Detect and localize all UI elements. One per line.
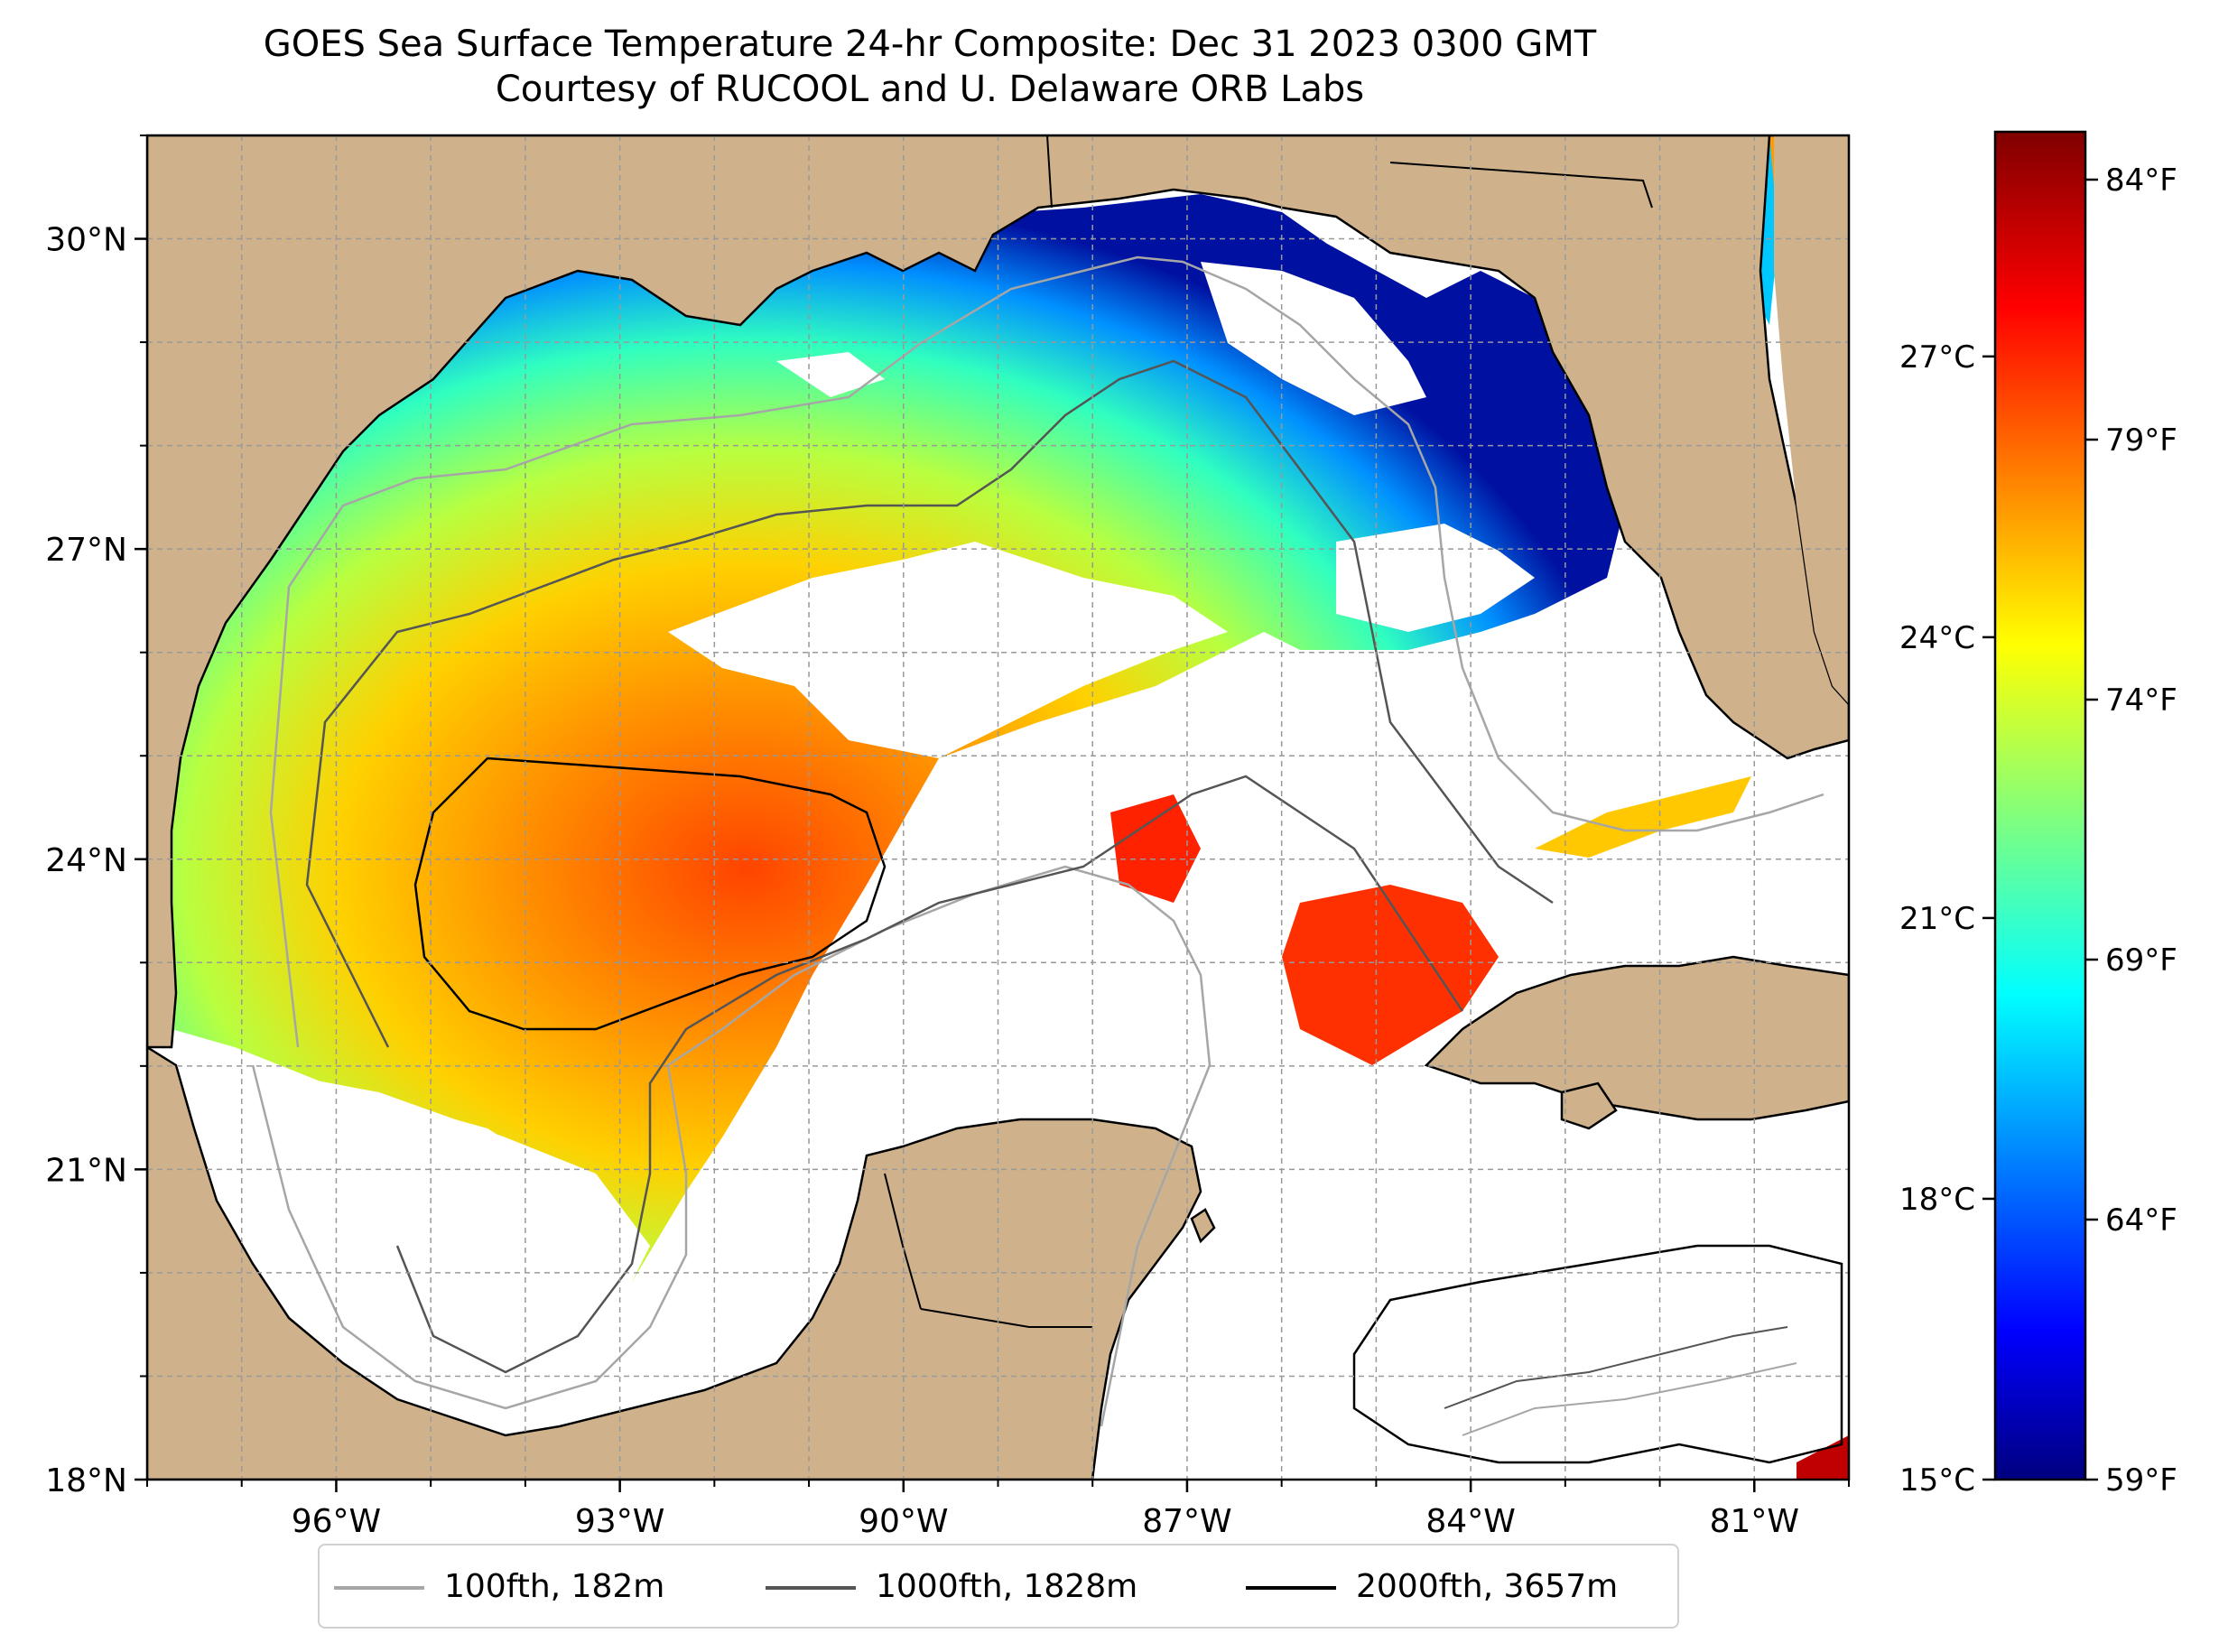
colorbar-fahrenheit-label: 59°F — [2105, 1462, 2177, 1499]
map-subtitle: Courtesy of RUCOOL and U. Delaware ORB L… — [495, 69, 1365, 110]
legend-item-100fth: 100fth, 182m — [334, 1569, 664, 1605]
cozumel — [1190, 1208, 1216, 1244]
cloud-gap — [776, 352, 885, 397]
colorbar-celsius-label: 27°C — [1899, 339, 1975, 376]
lon-tick-label: 93°W — [575, 1503, 664, 1540]
legend-item-1000fth: 1000fth, 1828m — [766, 1569, 1137, 1605]
lon-tick-label: 90°W — [859, 1503, 948, 1540]
bathymetry-contours — [251, 255, 1843, 1464]
lon-tick-label: 87°W — [1142, 1503, 1231, 1540]
legend-swatch — [766, 1586, 856, 1590]
sst-field — [1282, 885, 1499, 1065]
contour-1000fth — [1444, 1326, 1788, 1409]
lat-tick-label: 30°N — [45, 222, 127, 259]
lon-tick-label: 81°W — [1710, 1503, 1799, 1540]
us-gulf-coast — [147, 135, 1849, 1049]
cloud-gap — [235, 1065, 650, 1408]
legend-label: 100fth, 182m — [444, 1568, 665, 1605]
colorbar-celsius-label: 18°C — [1899, 1182, 1975, 1218]
borders — [884, 135, 1653, 1328]
contour-100fth — [269, 255, 1824, 1048]
colorbar-fahrenheit-ticks: 59°F 64°F 69°F 74°F 79°F 84°F — [2085, 162, 2177, 1499]
cloud-gap — [1282, 704, 1444, 785]
lat-tick-label: 27°N — [45, 532, 127, 569]
colorbar-celsius-ticks: 15°C 18°C 21°C 24°C 27°C — [1899, 339, 1995, 1499]
country-border — [920, 1308, 1092, 1328]
colorbar — [1993, 130, 2087, 1481]
map-title: GOES Sea Surface Temperature 24-hr Compo… — [263, 23, 1597, 65]
colorbar-celsius-label: 24°C — [1899, 620, 1975, 656]
lon-tick-label: 84°W — [1425, 1503, 1515, 1540]
legend-label: 1000fth, 1828m — [876, 1568, 1138, 1605]
cloud-gap — [668, 542, 1228, 758]
colorbar-fahrenheit-label: 64°F — [2105, 1202, 2177, 1239]
florida-peninsula — [1774, 135, 1849, 704]
latitude-axis: 18°N 21°N 24°N 27°N 30°N — [45, 135, 147, 1499]
lat-tick-label: 18°N — [45, 1462, 127, 1499]
sst-field — [1535, 776, 1751, 858]
colorbar-celsius-label: 15°C — [1899, 1462, 1975, 1499]
sst-field — [1110, 794, 1201, 903]
contour-100fth — [1462, 1362, 1797, 1436]
legend-swatch — [334, 1586, 424, 1590]
contour-2000fth — [413, 756, 887, 1031]
colorbar-celsius-label: 21°C — [1899, 901, 1975, 937]
lon-tick-label: 96°W — [292, 1503, 381, 1540]
legend-item-2000fth: 2000fth, 3657m — [1246, 1569, 1618, 1605]
longitude-axis: 96°W 93°W 90°W 87°W 84°W 81°W — [146, 1480, 1850, 1540]
mexico-gulf-coast — [147, 1045, 1202, 1480]
contour-2000fth — [1352, 1244, 1843, 1464]
lat-tick-label: 24°N — [45, 842, 127, 879]
cloud-gap — [1336, 524, 1535, 632]
legend-label: 2000fth, 3657m — [1356, 1568, 1619, 1605]
colorbar-fahrenheit-label: 69°F — [2105, 942, 2177, 979]
contour-legend: 100fth, 182m 1000fth, 1828m 2000fth, 365… — [318, 1544, 1679, 1629]
legend-swatch — [1246, 1586, 1336, 1590]
land — [147, 135, 1849, 1480]
colorbar-fahrenheit-label: 79°F — [2105, 422, 2177, 459]
lat-tick-label: 21°N — [45, 1152, 127, 1189]
colorbar-fahrenheit-label: 74°F — [2105, 682, 2177, 719]
state-border — [1046, 135, 1053, 209]
country-border — [884, 1173, 922, 1310]
state-border — [1389, 162, 1653, 209]
isla-de-la-juventud — [1560, 1081, 1618, 1130]
colorbar-fahrenheit-label: 84°F — [2105, 162, 2177, 199]
contour-1000fth — [395, 775, 1464, 1374]
contour-100fth — [251, 865, 1212, 1427]
contour-1000fth — [305, 359, 1554, 1048]
